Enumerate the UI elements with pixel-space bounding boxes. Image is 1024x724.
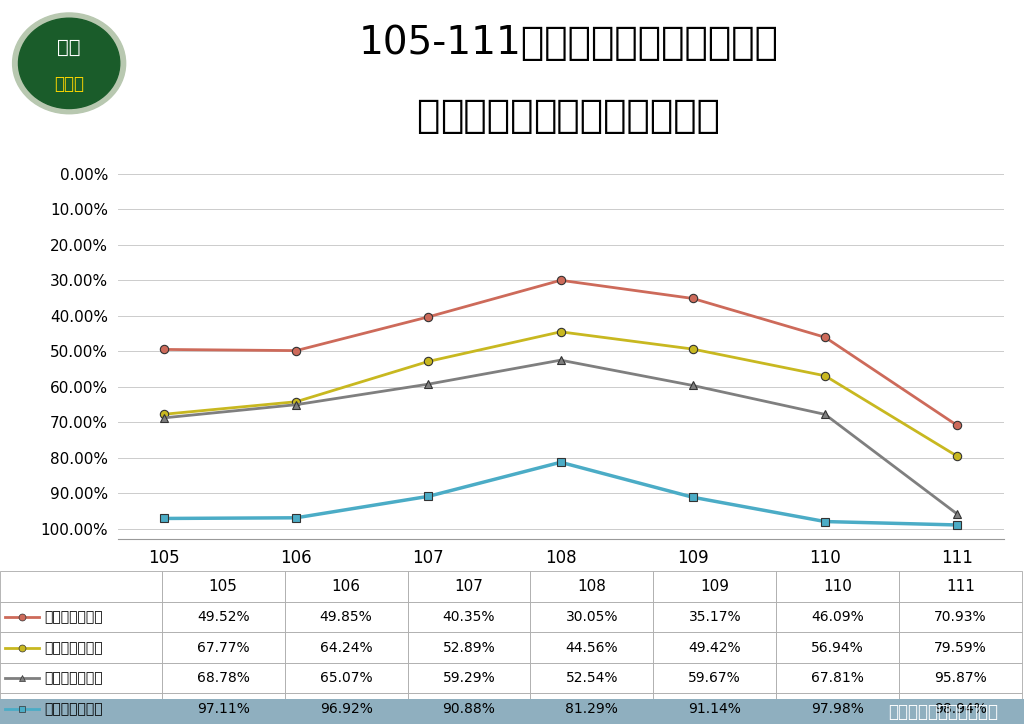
Bar: [653, 602, 776, 633]
Bar: [0, 699, 1024, 724]
Text: 105: 105: [209, 579, 238, 594]
Bar: [408, 633, 530, 663]
Bar: [530, 633, 653, 663]
Bar: [776, 633, 899, 663]
Text: 與: 與: [417, 97, 439, 135]
Text: 111: 111: [946, 579, 975, 594]
Bar: [530, 602, 653, 633]
Text: 97.11%: 97.11%: [197, 702, 250, 716]
Text: 109: 109: [700, 579, 729, 594]
Bar: [899, 602, 1022, 633]
Text: 67.81%: 67.81%: [811, 671, 864, 685]
Text: 64.24%: 64.24%: [319, 641, 373, 654]
Text: 分類組平均百分比: 分類組平均百分比: [534, 97, 720, 135]
Bar: [0, 571, 162, 602]
Text: 儒林: 儒林: [57, 38, 81, 57]
Text: 56.94%: 56.94%: [811, 641, 864, 654]
Bar: [0, 602, 162, 633]
Text: 分發入學錄取率: 分發入學錄取率: [44, 702, 102, 716]
Text: 106: 106: [332, 579, 360, 594]
Text: 81.29%: 81.29%: [565, 702, 618, 716]
Bar: [530, 571, 653, 602]
Bar: [899, 663, 1022, 694]
Text: 52.89%: 52.89%: [442, 641, 496, 654]
Text: 107: 107: [455, 579, 483, 594]
Text: 110: 110: [823, 579, 852, 594]
Bar: [408, 663, 530, 694]
Text: 二類平均百分比: 二類平均百分比: [44, 641, 102, 654]
Text: 中原大學: 中原大學: [439, 97, 534, 135]
Bar: [162, 571, 285, 602]
Bar: [408, 602, 530, 633]
Bar: [653, 571, 776, 602]
Text: 一類平均百分比: 一類平均百分比: [44, 610, 102, 624]
Text: 59.67%: 59.67%: [688, 671, 741, 685]
Bar: [285, 694, 408, 724]
Bar: [0, 633, 162, 663]
Text: 98.94%: 98.94%: [934, 702, 987, 716]
Text: 90.88%: 90.88%: [442, 702, 496, 716]
Text: 49.85%: 49.85%: [319, 610, 373, 624]
Bar: [285, 602, 408, 633]
Text: 67.77%: 67.77%: [197, 641, 250, 654]
Bar: [653, 663, 776, 694]
Bar: [776, 571, 899, 602]
Text: 97.98%: 97.98%: [811, 702, 864, 716]
Bar: [285, 633, 408, 663]
Circle shape: [12, 13, 126, 114]
Text: 桃園儒林補習班專業製作: 桃園儒林補習班專業製作: [889, 702, 998, 720]
Bar: [653, 694, 776, 724]
Text: 59.29%: 59.29%: [442, 671, 496, 685]
Text: 49.52%: 49.52%: [197, 610, 250, 624]
Bar: [408, 571, 530, 602]
Bar: [408, 694, 530, 724]
Circle shape: [18, 18, 120, 109]
Bar: [653, 633, 776, 663]
Text: 44.56%: 44.56%: [565, 641, 618, 654]
Bar: [162, 633, 285, 663]
Bar: [285, 571, 408, 602]
Text: 46.09%: 46.09%: [811, 610, 864, 624]
Bar: [0, 694, 162, 724]
Text: 95.87%: 95.87%: [934, 671, 987, 685]
Bar: [162, 602, 285, 633]
Text: 升大學: 升大學: [54, 75, 84, 93]
Bar: [162, 663, 285, 694]
Text: 68.78%: 68.78%: [197, 671, 250, 685]
Text: 70.93%: 70.93%: [934, 610, 987, 624]
Text: 52.54%: 52.54%: [565, 671, 618, 685]
Text: 35.17%: 35.17%: [688, 610, 741, 624]
Text: 49.42%: 49.42%: [688, 641, 741, 654]
Bar: [899, 571, 1022, 602]
Text: 30.05%: 30.05%: [565, 610, 618, 624]
Bar: [530, 694, 653, 724]
Text: 40.35%: 40.35%: [442, 610, 496, 624]
Bar: [776, 602, 899, 633]
Bar: [776, 694, 899, 724]
Bar: [899, 633, 1022, 663]
Bar: [0, 663, 162, 694]
Text: 108: 108: [578, 579, 606, 594]
Bar: [530, 663, 653, 694]
Text: 105-111大學考試分發入學錄取率: 105-111大學考試分發入學錄取率: [358, 24, 778, 62]
Text: 65.07%: 65.07%: [319, 671, 373, 685]
Text: 96.92%: 96.92%: [319, 702, 373, 716]
Bar: [899, 694, 1022, 724]
Text: 91.14%: 91.14%: [688, 702, 741, 716]
Text: 79.59%: 79.59%: [934, 641, 987, 654]
Bar: [285, 663, 408, 694]
Text: 三類平均百分比: 三類平均百分比: [44, 671, 102, 685]
Bar: [776, 663, 899, 694]
Bar: [162, 694, 285, 724]
